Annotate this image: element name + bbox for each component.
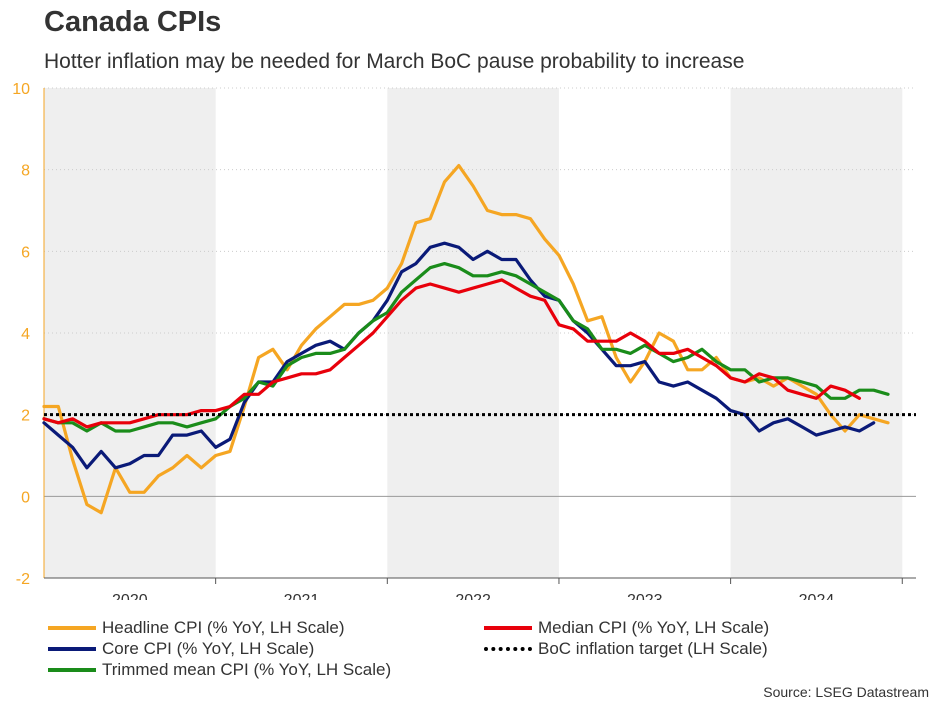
chart-subtitle: Hotter inflation may be needed for March… [44, 50, 745, 73]
legend-label-trimmed: Trimmed mean CPI (% YoY, LH Scale) [102, 660, 392, 679]
legend-item-headline: Headline CPI (% YoY, LH Scale) [48, 617, 345, 639]
legend-swatch-target [484, 647, 532, 651]
y-tick-label: 8 [21, 163, 30, 180]
y-tick-label: 0 [21, 489, 30, 506]
legend-item-median: Median CPI (% YoY, LH Scale) [484, 617, 769, 639]
legend-item-target: BoC inflation target (LH Scale) [484, 638, 768, 660]
x-tick-label: 2022 [455, 592, 491, 600]
series-line-trimmed [42, 262, 890, 433]
chart-title: Canada CPIs [44, 6, 222, 38]
shaded-band-2022 [387, 88, 559, 578]
legend-label-headline: Headline CPI (% YoY, LH Scale) [102, 618, 345, 637]
x-tick-label: 2020 [112, 592, 148, 600]
y-tick-label: 2 [21, 408, 30, 425]
y-tick-label: 10 [12, 81, 30, 98]
shaded-band-2020 [44, 88, 216, 578]
y-tick-label: -2 [16, 571, 30, 588]
legend-label-target: BoC inflation target (LH Scale) [538, 639, 768, 658]
legend-label-core: Core CPI (% YoY, LH Scale) [102, 639, 315, 658]
legend-swatch-median [484, 626, 532, 630]
source-note: Source: LSEG Datastream [763, 684, 929, 700]
legend-label-median: Median CPI (% YoY, LH Scale) [538, 618, 770, 637]
legend-swatch-core [48, 647, 96, 651]
series-line-median [42, 278, 862, 429]
x-tick-label: 2021 [284, 592, 320, 600]
y-tick-label: 6 [21, 244, 30, 261]
legend-swatch-trimmed [48, 668, 96, 672]
y-tick-label: 4 [21, 326, 30, 343]
x-tick-label: 2023 [627, 592, 663, 600]
legend-item-core: Core CPI (% YoY, LH Scale) [48, 638, 314, 660]
legend-swatch-headline [48, 626, 96, 630]
legend-item-trimmed: Trimmed mean CPI (% YoY, LH Scale) [48, 659, 391, 681]
series-line-core [42, 241, 876, 470]
